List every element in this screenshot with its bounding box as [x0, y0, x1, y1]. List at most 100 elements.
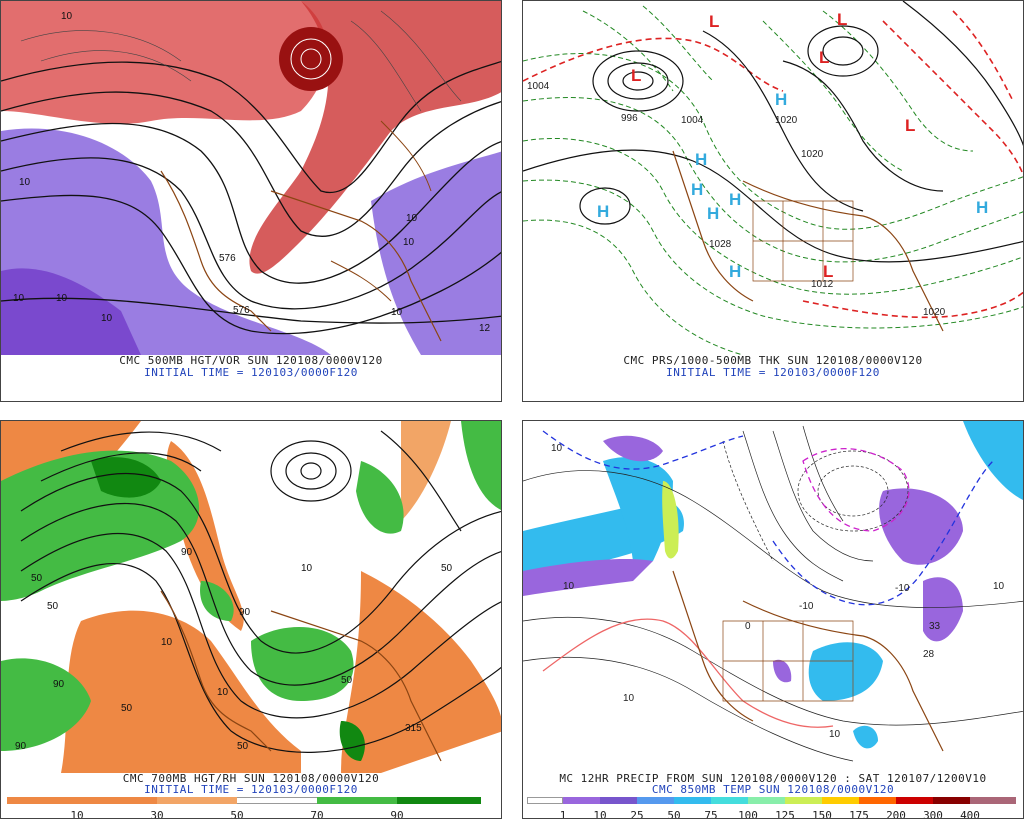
contour-label: 10 — [13, 293, 25, 304]
panel-500mb-height-vorticity: 10 10 10 10 576 10 10 10 576 10 12 CMC 5… — [0, 0, 502, 402]
scale-segment — [77, 797, 157, 804]
scale-label: 10 — [593, 809, 607, 819]
high-pressure-symbol: H — [976, 198, 988, 217]
scale-label: 1 — [559, 809, 567, 819]
isobar-label: 996 — [621, 113, 638, 124]
freezing-line — [772, 460, 994, 606]
rh-label: 90 — [53, 679, 65, 690]
precip-area — [662, 481, 679, 559]
scale-segment — [600, 797, 637, 804]
rh-color-scale: 10 30 50 70 90 — [1, 797, 501, 819]
scale-label: 70 — [310, 809, 324, 819]
scale-segment — [748, 797, 785, 804]
scale-segment — [896, 797, 933, 804]
contour-label: 10 — [101, 313, 113, 324]
precip-area — [923, 577, 963, 642]
scale-label: 50 — [667, 809, 681, 819]
rh-label: 50 — [441, 563, 453, 574]
precip-area — [853, 725, 878, 749]
isobar-label: 1020 — [775, 115, 798, 126]
temperature-contours — [523, 425, 1023, 762]
rh-label: 50 — [47, 601, 59, 612]
scale-segment — [7, 797, 77, 804]
rh-moist-area — [1, 658, 91, 751]
high-pressure-symbol: H — [691, 180, 703, 199]
rh-label: 90 — [15, 741, 27, 752]
precip-area — [523, 559, 653, 596]
thickness-contours — [523, 5, 1023, 355]
low-pressure-symbol: L — [819, 48, 829, 67]
low-pressure-symbol: L — [823, 262, 833, 281]
warm-isotherm — [542, 618, 834, 728]
vorticity-max — [279, 27, 343, 91]
isobar-label: 1020 — [923, 307, 946, 318]
high-pressure-symbol: H — [707, 204, 719, 223]
high-pressure-symbol: H — [695, 150, 707, 169]
scale-segment — [785, 797, 822, 804]
panel-title: CMC 500MB HGT/VOR SUN 120108/0000V120 — [119, 354, 383, 367]
scale-label: 10 — [70, 809, 84, 819]
rh-moist-area — [356, 461, 404, 534]
scale-segment — [397, 797, 481, 804]
height-contours — [1, 60, 501, 335]
low-pressure-symbol: L — [631, 66, 641, 85]
scale-label: 200 — [886, 809, 906, 819]
scale-segment — [674, 797, 711, 804]
isobar-label: 1004 — [527, 81, 550, 92]
scale-segment — [317, 797, 397, 804]
rh-moist-area — [461, 421, 501, 510]
rh-dry-area — [61, 610, 301, 773]
contour-label: 576 — [219, 253, 236, 264]
panel-700mb-height-rh: 50 90 50 10 90 90 50 50 90 10 50 10 50 3… — [0, 420, 502, 819]
map-surface-pressure: H H H H H H H H L L L L L L 1004 996 100… — [523, 1, 1023, 355]
scale-segment — [237, 797, 317, 804]
coastline — [160, 170, 442, 342]
temperature-label: 28 — [923, 649, 935, 660]
scale-label: 125 — [775, 809, 795, 819]
rh-dry-area — [401, 421, 451, 521]
temperature-label: 10 — [551, 443, 563, 454]
high-pressure-symbol: H — [729, 262, 741, 281]
scale-label: 300 — [923, 809, 943, 819]
panel-title: CMC 700MB HGT/RH SUN 120108/0000V120 — [122, 772, 380, 785]
rh-label: 10 — [161, 637, 173, 648]
rh-label: 90 — [239, 607, 251, 618]
temperature-label: 10 — [623, 693, 635, 704]
freezing-line — [542, 430, 744, 470]
precip-area — [603, 435, 663, 462]
scale-segment — [527, 797, 563, 804]
scale-segment — [711, 797, 748, 804]
contour-label: 10 — [19, 177, 31, 188]
panel-surface-pressure-thickness: H H H H H H H H L L L L L L 1004 996 100… — [522, 0, 1024, 402]
cold-isotherm — [802, 448, 910, 532]
rh-moist-area — [339, 721, 365, 761]
rh-label: 10 — [301, 563, 313, 574]
scale-label: 150 — [812, 809, 832, 819]
panel-title: CMC PRS/1000-500MB THK SUN 120108/0000V1… — [623, 354, 923, 367]
low-pressure-symbol: L — [905, 116, 915, 135]
scale-segment — [933, 797, 970, 804]
vorticity-positive-area — [1, 1, 328, 124]
contour-label: 576 — [233, 305, 250, 316]
map-500mb: 10 10 10 10 576 10 10 10 576 10 12 — [1, 1, 501, 355]
scale-segment — [637, 797, 674, 804]
scale-segment — [563, 797, 600, 804]
rh-label: 315 — [405, 723, 422, 734]
map-precip-850mb: 10 10 0 -10 -10 10 10 33 28 10 — [523, 421, 1023, 773]
contour-label: 10 — [406, 213, 418, 224]
high-pressure-symbol: H — [729, 190, 741, 209]
scale-segment — [822, 797, 859, 804]
scale-segment — [157, 797, 237, 804]
contour-label: 10 — [56, 293, 68, 304]
temperature-label: 10 — [563, 581, 575, 592]
temperature-label: 33 — [929, 621, 941, 632]
map-700mb: 50 90 50 10 90 90 50 50 90 10 50 10 50 3… — [1, 421, 501, 773]
temperature-label: -10 — [895, 583, 910, 594]
rh-label: 10 — [217, 687, 229, 698]
rh-label: 90 — [181, 547, 193, 558]
scale-label: 175 — [849, 809, 869, 819]
rh-moist-area — [200, 581, 234, 621]
precip-area — [879, 488, 963, 565]
temperature-label: 10 — [993, 581, 1005, 592]
scale-label: 90 — [390, 809, 404, 819]
